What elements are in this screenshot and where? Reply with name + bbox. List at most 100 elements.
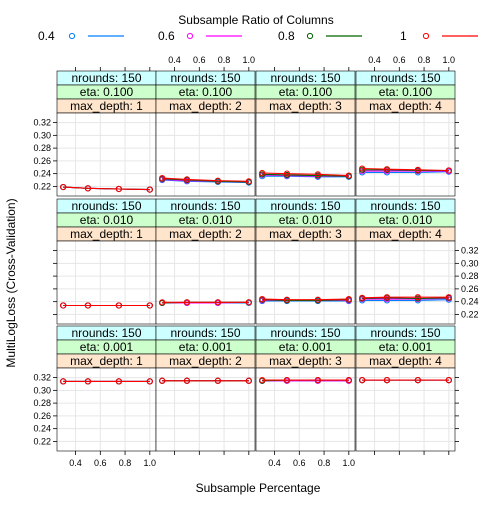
strip-label: nrounds: 150 [270, 71, 340, 85]
y-tick-label: 0.32 [33, 118, 51, 128]
data-point [283, 170, 291, 177]
data-point [414, 166, 421, 173]
plot-frame [255, 112, 356, 197]
strip-label: nrounds: 150 [71, 71, 141, 85]
data-point [359, 294, 366, 301]
data-point [159, 299, 166, 306]
strip-label: max_depth: 1 [70, 227, 143, 241]
x-tick-label: 0.6 [94, 458, 107, 468]
legend-point [422, 32, 430, 40]
plot-frame [255, 240, 356, 325]
plot-frame [155, 112, 256, 197]
y-tick-label: 0.28 [33, 398, 51, 408]
plot-area [356, 241, 455, 324]
x-tick-label: 0.8 [218, 55, 231, 65]
series-line [262, 173, 349, 177]
y-tick-label: 0.26 [33, 411, 51, 421]
strip-label: eta: 0.100 [179, 85, 233, 99]
x-tick-label: 0.6 [193, 55, 206, 65]
legend-label: 1 [400, 29, 407, 43]
data-point [214, 177, 221, 184]
strip-label: nrounds: 150 [170, 326, 240, 340]
data-point [445, 294, 452, 301]
data-point [84, 378, 92, 385]
strip-label: eta: 0.001 [379, 340, 433, 354]
y-tick-label: 0.30 [33, 385, 51, 395]
x-tick-label: 1.0 [144, 458, 157, 468]
strip-label: max_depth: 3 [269, 99, 342, 113]
x-tick-label: 1.0 [243, 55, 256, 65]
strip-label: nrounds: 150 [170, 71, 240, 85]
legend-entry: 1 [400, 29, 478, 43]
x-axis-title: Subsample Percentage [196, 481, 321, 495]
data-point [359, 377, 366, 384]
strip-label: nrounds: 150 [71, 326, 141, 340]
series-line [362, 297, 449, 300]
data-point [359, 165, 366, 172]
data-point [115, 185, 122, 193]
plot-area [156, 241, 255, 324]
data-point [314, 377, 321, 384]
data-point [245, 178, 252, 185]
plot-area [156, 113, 255, 196]
strip-label: eta: 0.010 [80, 213, 134, 227]
plot-frame [355, 367, 456, 452]
legend-label: 0.4 [38, 29, 55, 43]
legend-entry: 0.4 [38, 29, 124, 43]
data-point [445, 167, 452, 174]
strip-label: nrounds: 150 [170, 199, 240, 213]
y-tick-label: 0.32 [33, 373, 51, 383]
y-tick-label: 0.26 [33, 156, 51, 166]
axes: 0.4 0.6 0.8 1.0 0.4 0.6 0.8 1.0 0.4 0.6 0.8 1.0 0.4 0… [33, 55, 478, 468]
plot-frame [355, 240, 456, 325]
x-tick-label: 0.8 [418, 55, 431, 65]
legend-point [186, 32, 194, 40]
data-point [60, 378, 67, 385]
plot-area [256, 113, 355, 196]
y-tick-label: 0.22 [33, 436, 51, 446]
series-line [162, 177, 249, 182]
y-tick-label: 0.30 [33, 130, 51, 140]
y-tick-label: 0.24 [33, 169, 51, 179]
x-tick-label: 0.4 [168, 55, 181, 65]
data-point [146, 302, 153, 309]
data-point [414, 294, 421, 301]
data-point [60, 183, 67, 191]
data-point [84, 302, 92, 309]
data-point [183, 176, 191, 183]
y-tick-label: 0.28 [461, 271, 479, 281]
data-point [383, 166, 391, 173]
data-point [146, 186, 153, 193]
data-point [283, 377, 291, 384]
data-point [115, 378, 122, 385]
plot-frame [155, 367, 256, 452]
strip-label: eta: 0.010 [379, 213, 433, 227]
data-point [314, 171, 321, 178]
plot-area [256, 241, 355, 324]
data-point [84, 185, 92, 192]
y-tick-label: 0.24 [33, 424, 51, 434]
y-axis-title: MultiLogLoss (Cross-Validation) [4, 198, 18, 367]
strip-label: eta: 0.010 [179, 213, 233, 227]
data-point [345, 377, 352, 384]
data-point [345, 172, 352, 179]
plot-area [356, 368, 455, 451]
series-line [162, 179, 249, 184]
data-point [183, 299, 191, 306]
data-point [345, 296, 352, 303]
data-point [259, 377, 266, 384]
series-line [63, 186, 150, 191]
strip-label: eta: 0.010 [279, 213, 333, 227]
series-line [262, 298, 349, 301]
strip-label: eta: 0.100 [279, 85, 333, 99]
plot-area [57, 241, 156, 324]
data-point [183, 377, 191, 384]
y-tick-label: 0.30 [461, 258, 479, 268]
